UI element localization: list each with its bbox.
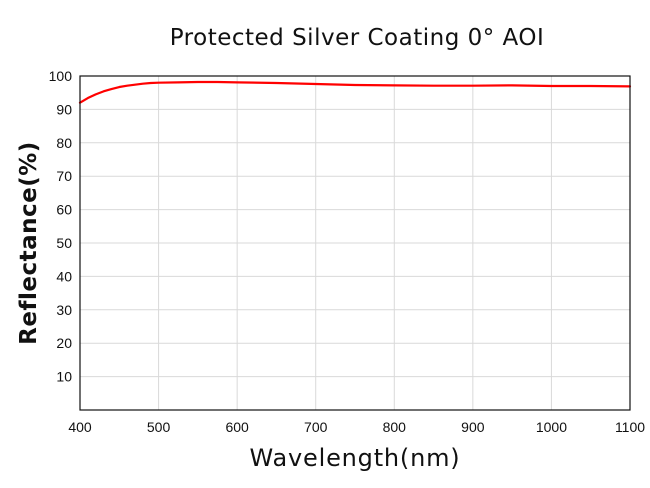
x-tick-label: 600 [225,419,249,435]
y-tick-label: 90 [56,101,72,117]
y-axis-label: Reflectance(%) [16,141,42,345]
y-tick-label: 50 [56,235,72,251]
x-tick-label: 700 [304,419,328,435]
y-tick-label: 30 [56,302,72,318]
x-tick-label: 1100 [615,419,645,435]
x-tick-label: 400 [68,419,92,435]
tick-labels: 400 500 600 700 800 900 1000 1100 10 20 30 40 50 60 70… [49,68,646,435]
y-tick-label: 10 [56,369,72,385]
y-tick-label: 80 [56,135,72,151]
x-axis-label: Wavelength(nm) [250,444,461,472]
grid-layer [80,76,630,410]
y-tick-label: 40 [56,268,72,284]
y-tick-label: 20 [56,335,72,351]
x-tick-label: 800 [383,419,407,435]
x-tick-label: 1000 [536,419,567,435]
y-tick-label: 100 [49,68,73,84]
x-tick-label: 500 [147,419,171,435]
y-tick-label: 60 [56,202,72,218]
plot-frame [79,75,631,411]
x-tick-label: 900 [461,419,485,435]
chart-title: Protected Silver Coating 0° AOI [170,25,545,51]
series-line [78,80,632,104]
series-layer [78,80,632,104]
y-tick-label: 70 [56,168,72,184]
